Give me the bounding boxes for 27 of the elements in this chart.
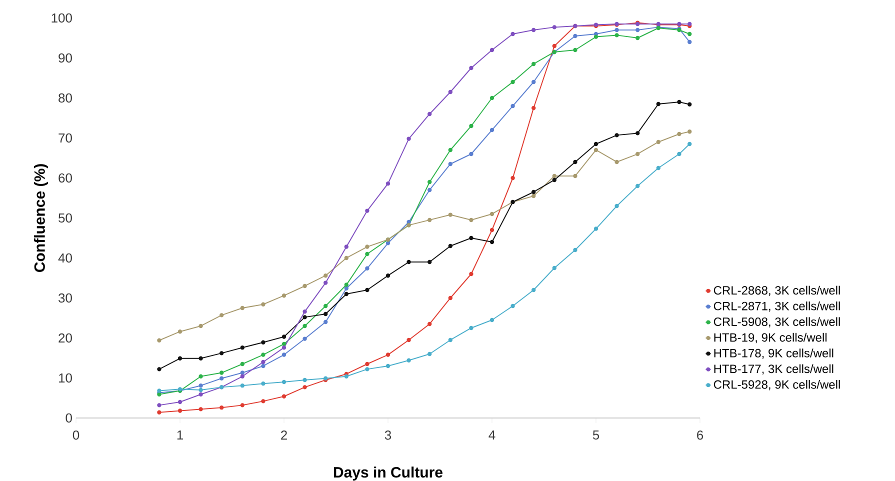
y-axis-title: Confluence (%) (34, 164, 48, 272)
x-axis-title: Days in Culture (334, 466, 442, 481)
y-tick-label: 0 (66, 413, 72, 423)
x-tick-label: 1 (177, 430, 183, 440)
y-tick-label: 20 (58, 333, 72, 343)
x-tick-label: 6 (697, 430, 704, 440)
x-tick-label: 3 (384, 430, 392, 440)
x-tick-label: 2 (281, 430, 287, 440)
legend-label: CRL-5908, 3K cells/well (714, 317, 840, 328)
y-tick-label: 90 (58, 53, 72, 63)
y-tick-label: 60 (58, 173, 72, 183)
legend-label: CRL-2871, 3K cells/well (714, 302, 840, 312)
y-tick-label: 10 (59, 373, 72, 383)
legend-label: CRL-5928, 9K cells/well (714, 380, 840, 390)
y-tick-label: 100 (52, 13, 72, 23)
x-tick-label: 4 (488, 430, 496, 440)
x-tick-label: 5 (592, 430, 600, 440)
y-tick-label: 50 (58, 213, 72, 223)
legend-label: HTB-19, 9K cells/well (714, 332, 827, 344)
y-tick-label: 30 (58, 293, 72, 303)
legend-label: HTB-177, 3K cells/well (714, 364, 834, 375)
y-tick-label: 40 (58, 253, 72, 263)
legend-label: CRL-2868, 3K cells/well (714, 286, 840, 296)
legend-label: HTB-178, 9K cells/well (714, 348, 834, 359)
x-tick-label: 0 (72, 430, 80, 440)
y-tick-label: 80 (58, 93, 72, 103)
y-tick-label: 70 (58, 133, 72, 143)
